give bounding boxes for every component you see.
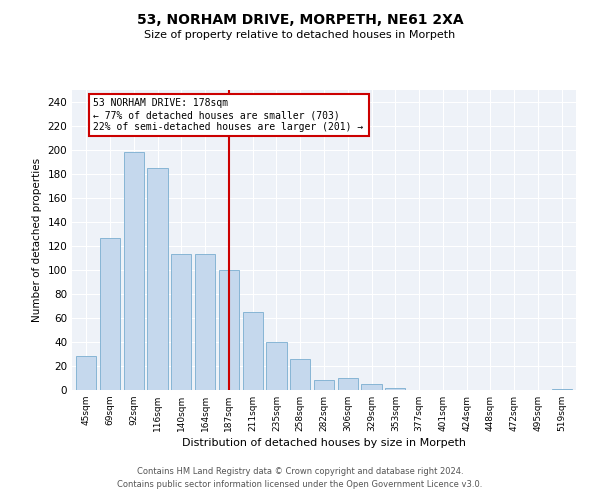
Bar — [338, 378, 358, 390]
Y-axis label: Number of detached properties: Number of detached properties — [32, 158, 42, 322]
Text: 53, NORHAM DRIVE, MORPETH, NE61 2XA: 53, NORHAM DRIVE, MORPETH, NE61 2XA — [137, 12, 463, 26]
Bar — [76, 356, 97, 390]
Bar — [266, 342, 287, 390]
Text: 53 NORHAM DRIVE: 178sqm
← 77% of detached houses are smaller (703)
22% of semi-d: 53 NORHAM DRIVE: 178sqm ← 77% of detache… — [94, 98, 364, 132]
X-axis label: Distribution of detached houses by size in Morpeth: Distribution of detached houses by size … — [182, 438, 466, 448]
Text: Contains HM Land Registry data © Crown copyright and database right 2024.: Contains HM Land Registry data © Crown c… — [137, 467, 463, 476]
Bar — [148, 168, 167, 390]
Bar — [551, 389, 572, 390]
Bar — [171, 254, 191, 390]
Text: Size of property relative to detached houses in Morpeth: Size of property relative to detached ho… — [145, 30, 455, 40]
Bar — [314, 380, 334, 390]
Bar — [361, 384, 382, 390]
Bar — [124, 152, 144, 390]
Bar — [242, 312, 263, 390]
Text: Contains public sector information licensed under the Open Government Licence v3: Contains public sector information licen… — [118, 480, 482, 489]
Bar — [385, 388, 406, 390]
Bar — [195, 254, 215, 390]
Bar — [219, 270, 239, 390]
Bar — [290, 359, 310, 390]
Bar — [100, 238, 120, 390]
